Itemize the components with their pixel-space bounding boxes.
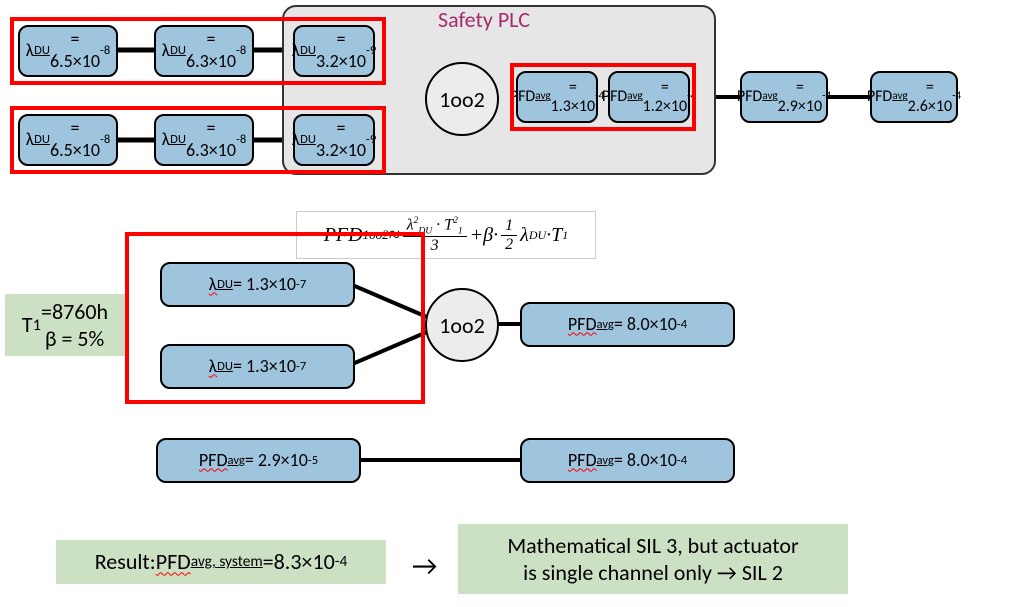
red-frame-ch1	[10, 17, 386, 85]
out-pfd-3: PFDavg=2.9×10-4	[740, 71, 828, 123]
red-frame-ch2	[10, 106, 386, 174]
result-right: Mathematical SIL 3, but actuatoris singl…	[458, 524, 848, 594]
series-left: PFDavg= 2.9×10-5	[156, 438, 361, 483]
red-frame-outputs	[510, 63, 696, 131]
result-left: Result: PFDavg, system=8.3×10-4	[56, 540, 386, 584]
series-right: PFDavg= 8.0×10-4	[520, 438, 735, 483]
mid-voter-1oo2: 1oo2	[425, 288, 499, 362]
red-frame-mid	[125, 232, 425, 404]
out-pfd-4: PFDavg=2.6×10-4	[870, 71, 958, 123]
params-box: T1=8760hβ = 5%	[5, 294, 125, 356]
top-voter-1oo2: 1oo2	[425, 62, 499, 136]
safety-plc-title: Safety PLC	[438, 6, 530, 33]
result-arrow: →	[412, 548, 437, 583]
mid-output-pfd: PFDavg= 8.0×10-4	[520, 302, 735, 347]
